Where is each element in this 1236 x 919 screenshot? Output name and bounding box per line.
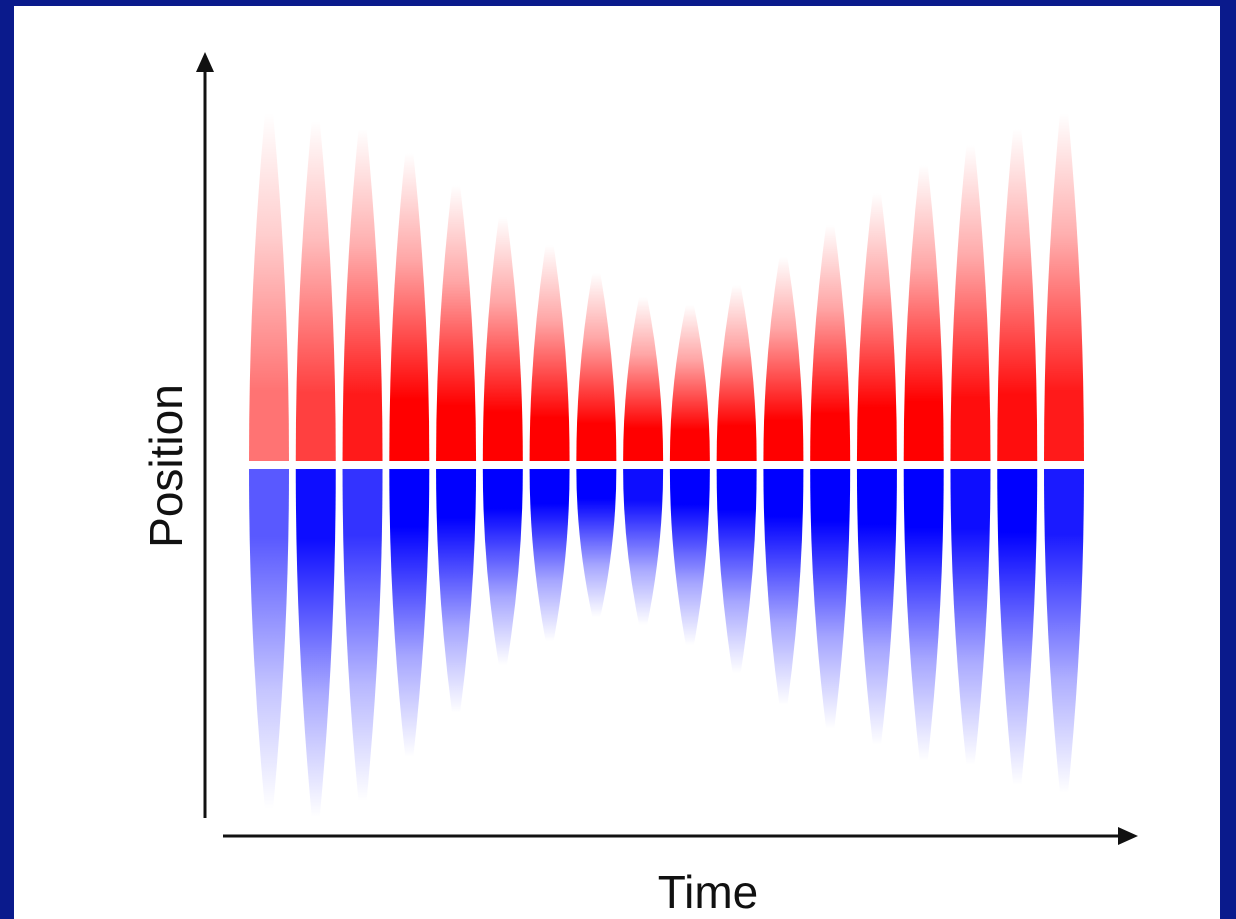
pulse-positive-lobe — [342, 129, 383, 461]
figure-panel: Position Time — [14, 6, 1220, 919]
pulse-negative-lobe — [576, 469, 617, 617]
pulse-negative-lobe — [669, 469, 710, 645]
pulse-negative-lobe — [856, 469, 897, 745]
y-axis-label: Position — [140, 384, 192, 548]
pulse-positive-lobe — [669, 305, 710, 461]
x-axis-label: Time — [657, 866, 759, 918]
pulse-negative-lobe — [529, 469, 570, 641]
pulse-negative-lobe — [903, 469, 944, 761]
pulse-negative-lobe — [997, 469, 1038, 785]
pulse-positive-lobe — [529, 245, 570, 461]
pulse-negative-lobe — [389, 469, 430, 757]
pulse-positive-lobe — [436, 185, 477, 461]
pulse-positive-lobe — [810, 225, 851, 461]
pulse-positive-lobe — [295, 121, 336, 461]
pulse-positive-lobe — [576, 273, 617, 461]
pulse-negative-lobe — [950, 469, 991, 765]
pulse-negative-lobe — [810, 469, 851, 729]
pulse-positive-lobe — [997, 129, 1038, 461]
pulse-negative-lobe — [436, 469, 477, 713]
pulse-positive-lobe — [1044, 113, 1084, 461]
x-axis-arrow-icon — [1118, 827, 1138, 845]
pulse-negative-lobe — [342, 469, 383, 801]
pulse-negative-lobe — [763, 469, 804, 705]
pulse-positive-lobe — [482, 217, 523, 461]
pulse-positive-lobe — [950, 145, 991, 461]
y-axis-arrow-icon — [196, 52, 214, 72]
pulse-positive-lobe — [763, 257, 804, 461]
pulse-positive-lobe — [903, 165, 944, 461]
pulse-layer — [249, 113, 1084, 817]
pulse-negative-lobe — [623, 469, 664, 625]
pulse-positive-lobe — [856, 193, 897, 461]
pulse-negative-lobe — [716, 469, 757, 673]
pulse-positive-lobe — [249, 113, 289, 461]
pulse-negative-lobe — [295, 469, 336, 817]
pulse-negative-lobe — [1044, 469, 1084, 793]
pulse-positive-lobe — [716, 285, 757, 461]
pulse-positive-lobe — [623, 297, 664, 461]
pulse-negative-lobe — [249, 469, 289, 809]
pulse-positive-lobe — [389, 153, 430, 461]
pulse-negative-lobe — [482, 469, 523, 665]
plot-area — [196, 52, 1138, 845]
